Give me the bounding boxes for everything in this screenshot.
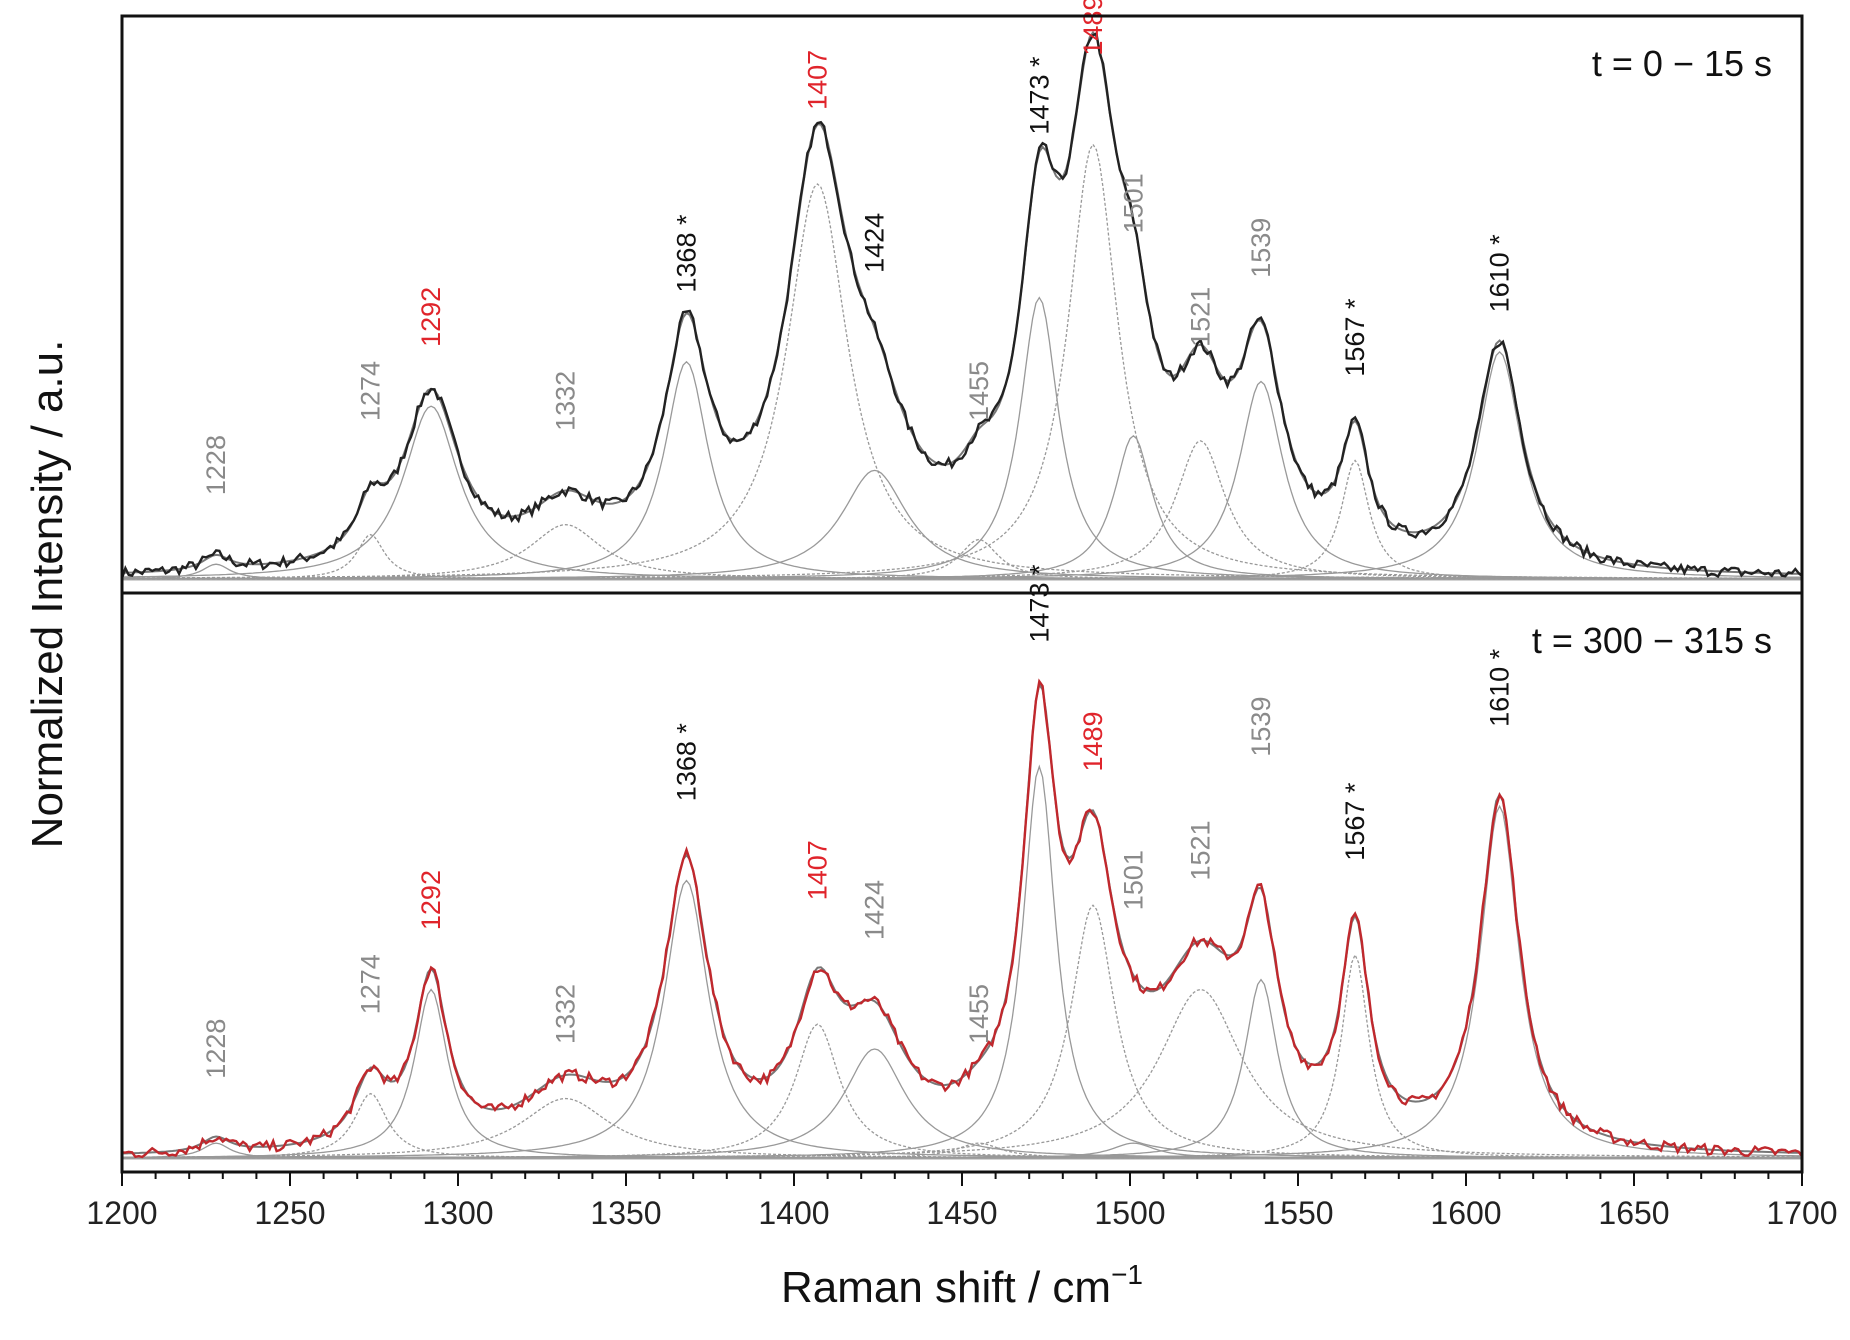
panel-bottom: 1228 1274 1292 1332 1368 * 1407 1424 1455 1473 *… [121, 564, 1803, 1160]
fit-sum-line [121, 682, 1803, 1155]
peak-label-1610: 1610 * [1485, 648, 1515, 727]
x-tick-label-1500: 1500 [1094, 1195, 1165, 1231]
peak-label-1292: 1292 [416, 870, 446, 930]
x-tick-label-1350: 1350 [590, 1195, 661, 1231]
fit-component-1489 [122, 904, 1802, 1159]
peak-label-1407: 1407 [803, 50, 833, 110]
peak-label-1501: 1501 [1118, 173, 1148, 233]
fit-sum-line [121, 30, 1803, 575]
peak-label-1228: 1228 [201, 1019, 231, 1079]
fit-component-1368 [122, 879, 1802, 1159]
peak-label-1292: 1292 [416, 287, 446, 347]
fit-component-1610 [122, 804, 1803, 1159]
fit-component-1332 [122, 1097, 1802, 1159]
x-tick-label-1650: 1650 [1598, 1195, 1669, 1231]
x-tick-label-1200: 1200 [86, 1195, 157, 1231]
x-tick-label-1400: 1400 [758, 1195, 829, 1231]
panel-top: 1228 1274 1292 1332 1368 * 1407 1424 1455 1473 *… [120, 0, 1803, 581]
peak-label-1567: 1567 * [1340, 782, 1370, 861]
spectrum-line [121, 678, 1803, 1159]
peak-label-1424: 1424 [860, 880, 890, 940]
peak-label-1455: 1455 [964, 361, 994, 421]
peak-label-1274: 1274 [356, 361, 386, 421]
fit-component-1332 [122, 524, 1802, 580]
x-axis: 1200 1250 1300 1350 1400 1450 1500 1550 1600 1650… [86, 1172, 1838, 1231]
fit-component-1521 [122, 440, 1803, 580]
x-tick-label-1250: 1250 [254, 1195, 325, 1231]
peak-label-1473: 1473 * [1024, 56, 1054, 135]
y-axis-title: Normalized Intensity / a.u. [23, 340, 72, 849]
peak-label-1455: 1455 [964, 984, 994, 1044]
x-tick-label-1550: 1550 [1262, 1195, 1333, 1231]
peak-label-1228: 1228 [201, 435, 231, 495]
panel-time-label: t = 300 − 315 s [1532, 620, 1772, 661]
x-axis-title-superscript: −1 [1111, 1259, 1143, 1290]
x-tick-label-1300: 1300 [422, 1195, 493, 1231]
peak-label-1501: 1501 [1118, 850, 1148, 910]
x-tick-label-1700: 1700 [1766, 1195, 1837, 1231]
peak-label-1368: 1368 * [672, 723, 702, 802]
peak-label-1489: 1489 [1078, 711, 1108, 771]
peak-label-1521: 1521 [1186, 820, 1216, 880]
peak-label-1368: 1368 * [672, 214, 702, 293]
x-tick-label-1600: 1600 [1430, 1195, 1501, 1231]
peak-label-1424: 1424 [860, 213, 890, 273]
peak-label-1521: 1521 [1186, 287, 1216, 347]
fit-component-1473 [122, 296, 1802, 580]
x-tick-label-1450: 1450 [926, 1195, 997, 1231]
peak-label-1539: 1539 [1246, 218, 1276, 278]
peak-label-1332: 1332 [551, 984, 581, 1044]
peak-label-1539: 1539 [1246, 697, 1276, 757]
peak-label-1274: 1274 [356, 954, 386, 1014]
peak-label-1407: 1407 [803, 840, 833, 900]
peak-label-1567: 1567 * [1340, 298, 1370, 377]
peak-label-1332: 1332 [551, 371, 581, 431]
peak-label-1473: 1473 * [1024, 564, 1054, 643]
spectrum-line [120, 31, 1803, 579]
peak-label-1489: 1489 [1078, 0, 1108, 56]
x-axis-title: Raman shift / cm−1 [781, 1259, 1143, 1312]
panel-time-label: t = 0 − 15 s [1592, 43, 1772, 84]
peak-label-1610: 1610 * [1485, 234, 1515, 313]
x-axis-title-text: Raman shift / cm [781, 1263, 1111, 1312]
